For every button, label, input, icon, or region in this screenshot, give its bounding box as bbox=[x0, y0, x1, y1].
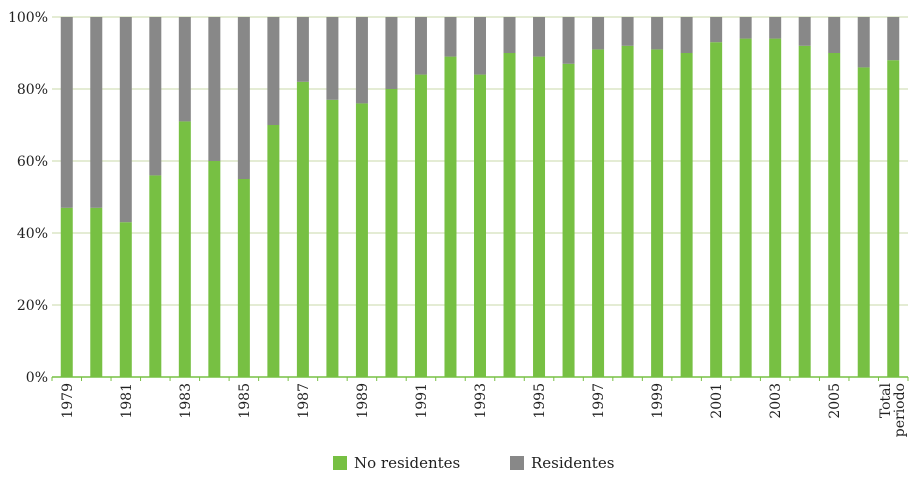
bar-no-residentes bbox=[769, 38, 782, 377]
bar-residentes bbox=[621, 17, 634, 46]
bar-no-residentes bbox=[296, 81, 309, 378]
bar-no-residentes bbox=[119, 222, 132, 377]
legend-label: Residentes bbox=[531, 454, 614, 472]
bar-no-residentes bbox=[208, 161, 221, 377]
x-tick-label: 1983 bbox=[178, 383, 194, 419]
bar-residentes bbox=[651, 17, 664, 50]
bar-no-residentes bbox=[562, 63, 575, 378]
legend-label: No residentes bbox=[354, 454, 460, 472]
bar-residentes bbox=[296, 17, 309, 82]
x-tick-label: 1981 bbox=[119, 383, 135, 419]
bar-residentes bbox=[474, 17, 486, 75]
bar-no-residentes bbox=[444, 56, 457, 377]
bar-residentes bbox=[178, 17, 191, 122]
x-tick-label: 2001 bbox=[709, 383, 725, 419]
y-tick-label: 60% bbox=[17, 154, 48, 170]
bar-residentes bbox=[562, 17, 575, 64]
bar-residentes bbox=[798, 17, 811, 46]
bars bbox=[60, 17, 900, 378]
bar-residentes bbox=[326, 17, 339, 100]
y-tick-label: 80% bbox=[17, 82, 48, 98]
x-tick-label: 1989 bbox=[355, 383, 371, 419]
bar-residentes bbox=[887, 17, 900, 61]
bar-no-residentes bbox=[237, 179, 250, 377]
bar-no-residentes bbox=[680, 53, 693, 377]
bar-residentes bbox=[739, 17, 752, 39]
bar-no-residentes bbox=[798, 45, 811, 378]
bar-no-residentes bbox=[533, 56, 546, 377]
bar-no-residentes bbox=[474, 74, 486, 377]
bar-residentes bbox=[267, 17, 280, 125]
bar-residentes bbox=[680, 17, 693, 53]
bar-residentes bbox=[769, 17, 782, 39]
x-axis: 1979 1981 1983 1985 1987 1989 1991 1993 1995 1997… bbox=[51, 376, 909, 437]
bar-no-residentes bbox=[621, 45, 634, 378]
x-tick-label: 1987 bbox=[296, 383, 312, 419]
bar-residentes bbox=[444, 17, 457, 57]
legend-swatch-no-residentes bbox=[333, 456, 347, 470]
bar-no-residentes bbox=[592, 49, 605, 378]
x-tick-label: 1985 bbox=[237, 383, 253, 419]
y-axis: 0% 20% 40% 60% 80% 100% bbox=[8, 10, 48, 386]
bar-residentes bbox=[237, 17, 250, 179]
bar-no-residentes bbox=[857, 67, 870, 378]
bar-no-residentes bbox=[651, 49, 664, 378]
x-tick-label: 2005 bbox=[827, 383, 843, 419]
legend: No residentes Residentes bbox=[333, 454, 614, 472]
bar-residentes bbox=[385, 17, 398, 89]
y-tick-label: 100% bbox=[8, 10, 48, 26]
y-tick-label: 0% bbox=[26, 370, 48, 386]
bar-no-residentes bbox=[149, 175, 162, 377]
bar-no-residentes bbox=[887, 60, 900, 377]
bar-residentes bbox=[119, 17, 132, 223]
x-tick-label: 1997 bbox=[591, 383, 607, 419]
bar-no-residentes bbox=[503, 53, 516, 377]
x-tick-label: 1995 bbox=[532, 383, 548, 419]
bar-no-residentes bbox=[90, 207, 103, 377]
bar-no-residentes bbox=[355, 103, 368, 378]
bar-no-residentes bbox=[60, 207, 73, 377]
bar-residentes bbox=[533, 17, 546, 57]
bar-residentes bbox=[857, 17, 870, 68]
x-tick-label: 1979 bbox=[60, 383, 76, 419]
bar-residentes bbox=[414, 17, 427, 75]
bar-no-residentes bbox=[414, 74, 427, 377]
bar-no-residentes bbox=[828, 53, 841, 377]
bar-no-residentes bbox=[385, 89, 398, 377]
bar-no-residentes bbox=[710, 42, 723, 377]
legend-swatch-residentes bbox=[510, 456, 524, 470]
bar-residentes bbox=[355, 17, 368, 104]
x-tick-label: 1991 bbox=[414, 383, 430, 419]
bar-no-residentes bbox=[326, 99, 339, 378]
bar-residentes bbox=[149, 17, 162, 176]
x-tick-label: Totalperiodo bbox=[878, 382, 908, 437]
bar-residentes bbox=[60, 17, 73, 208]
bar-residentes bbox=[592, 17, 605, 50]
x-tick-label: 1993 bbox=[473, 383, 489, 419]
x-tick-label: 2003 bbox=[768, 383, 784, 419]
bar-residentes bbox=[710, 17, 723, 43]
bar-residentes bbox=[828, 17, 841, 53]
bar-residentes bbox=[90, 17, 103, 208]
y-tick-label: 40% bbox=[17, 226, 48, 242]
bar-no-residentes bbox=[267, 125, 280, 377]
bar-no-residentes bbox=[178, 121, 191, 378]
bar-no-residentes bbox=[739, 38, 752, 377]
y-tick-label: 20% bbox=[17, 298, 48, 314]
bar-residentes bbox=[503, 17, 516, 53]
bar-residentes bbox=[208, 17, 221, 161]
x-tick-label: 1999 bbox=[650, 383, 666, 419]
